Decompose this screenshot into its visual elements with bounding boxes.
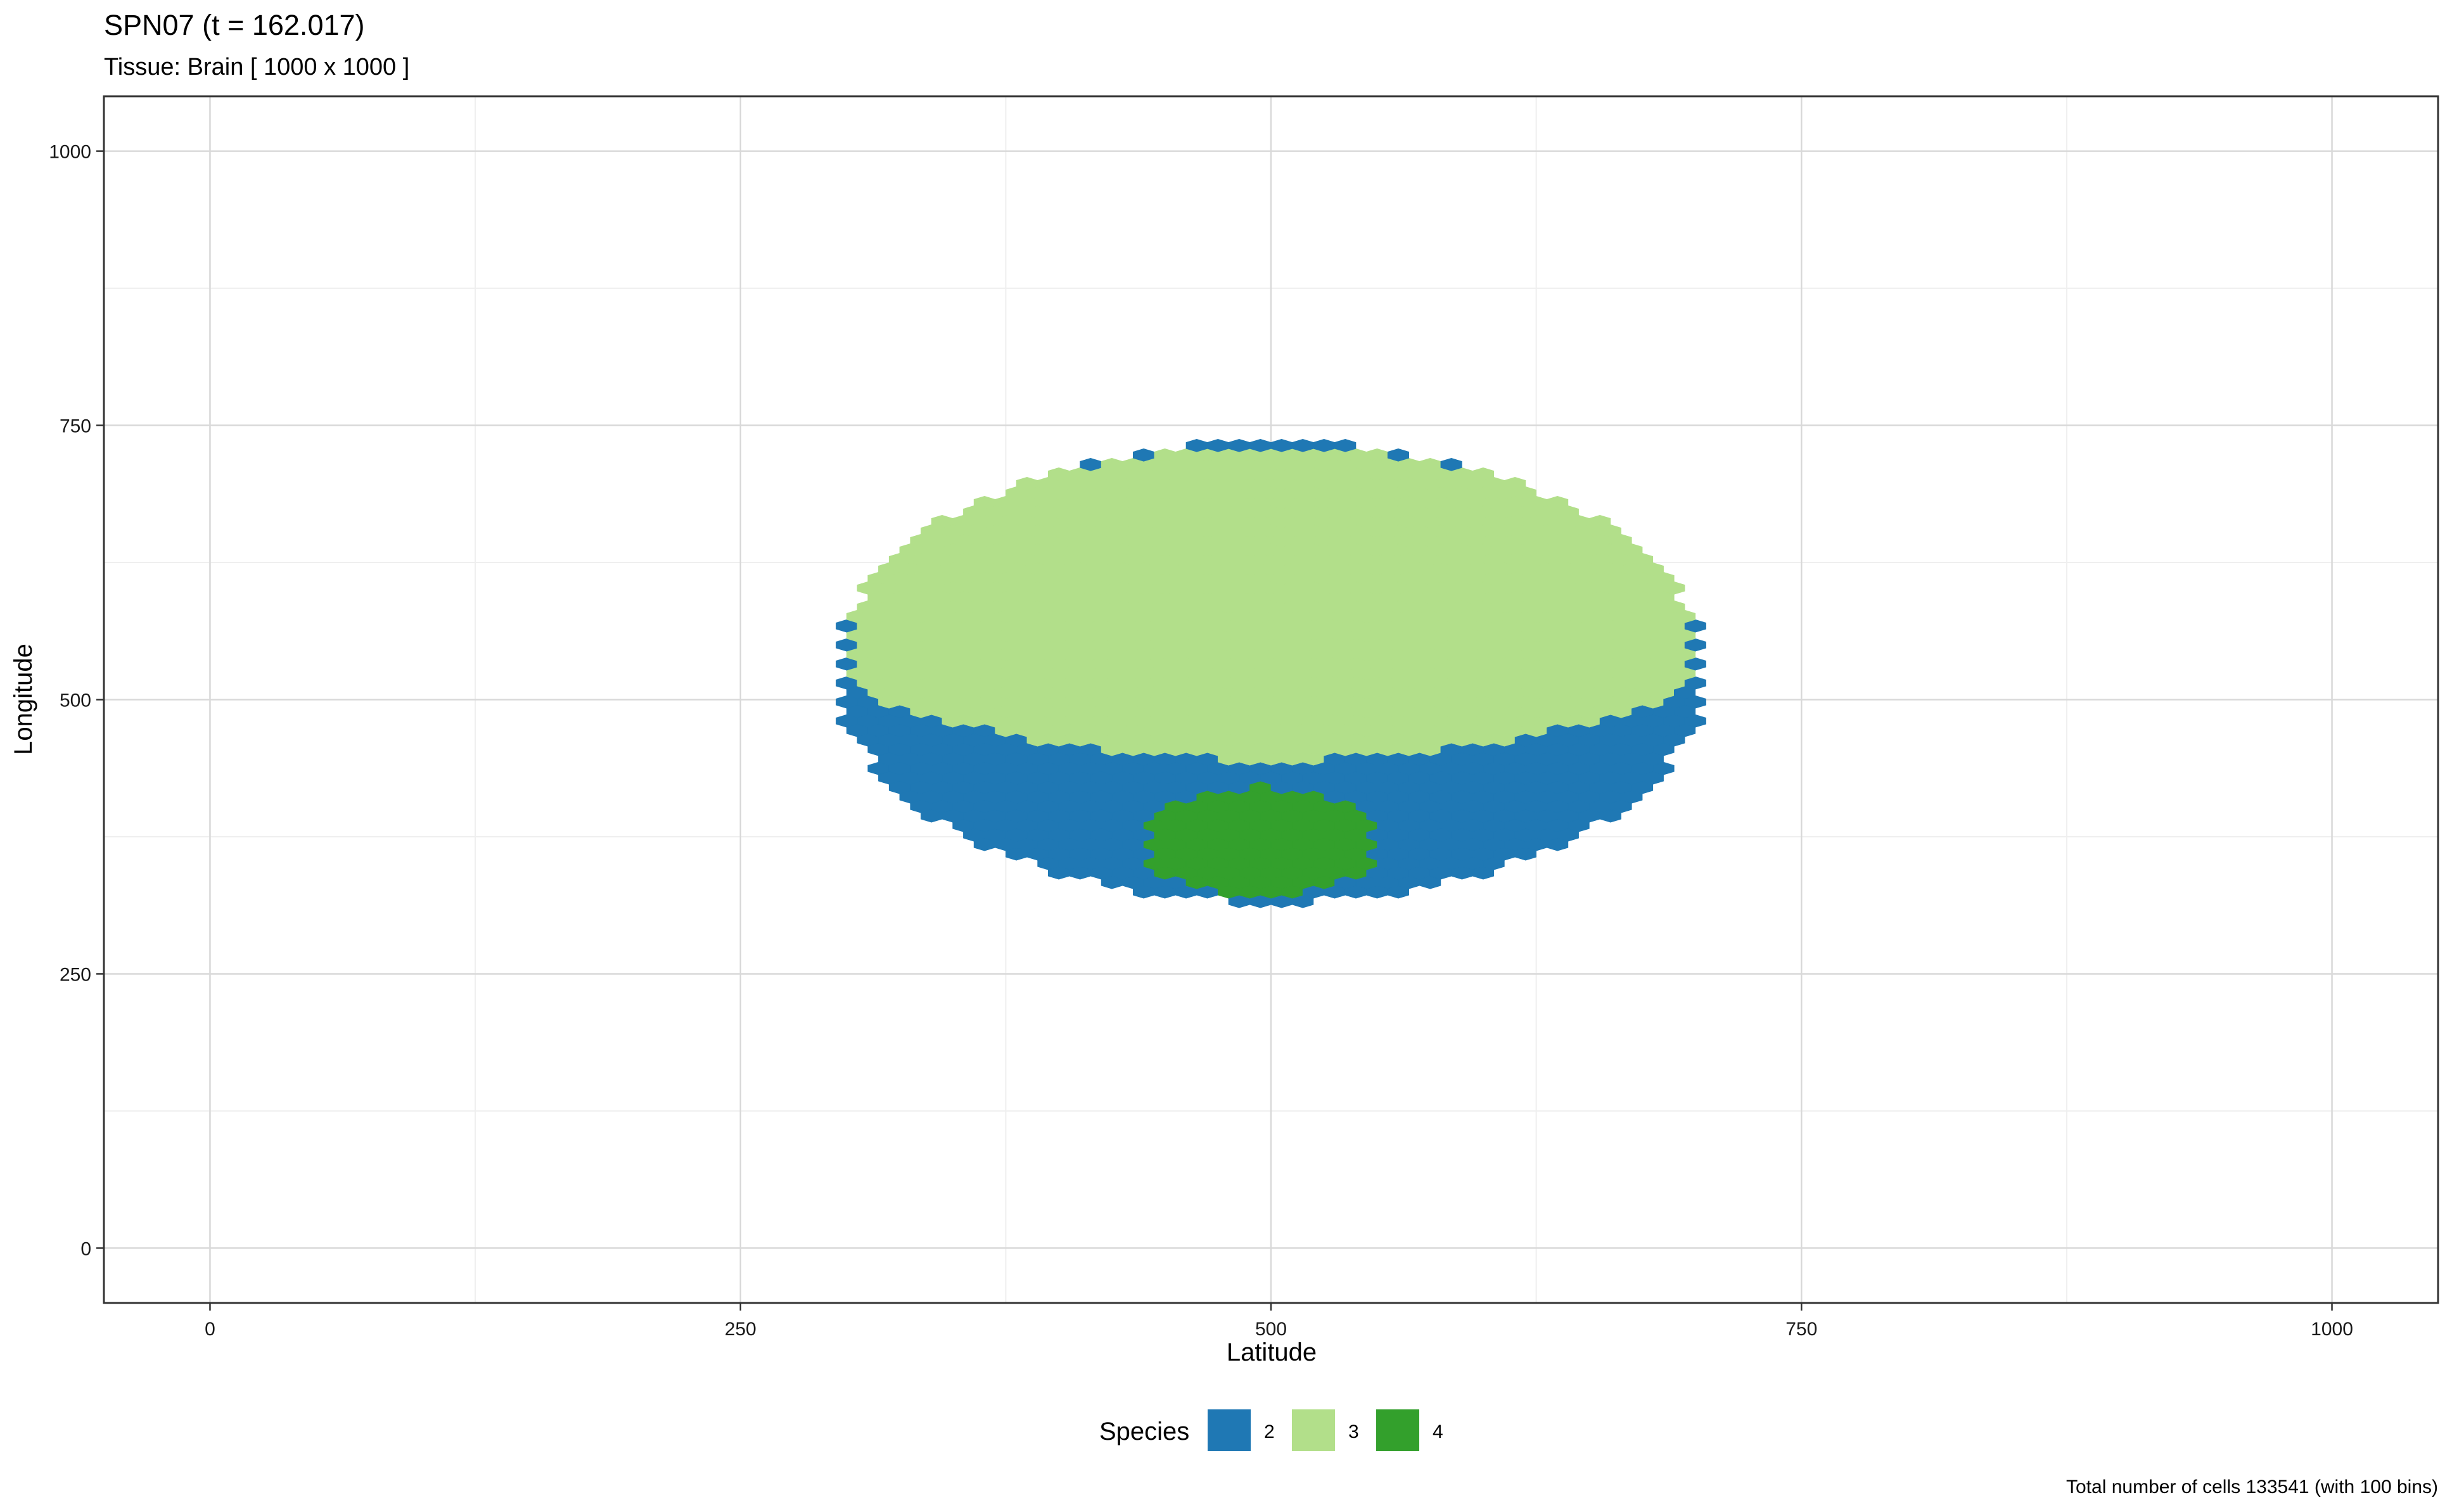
y-tick-label: 1000 [49, 142, 91, 163]
y-tick-label: 750 [60, 416, 91, 437]
hexbin-cell [1589, 514, 1611, 528]
hexbin-layer [836, 438, 1706, 908]
legend-key-2 [1208, 1409, 1251, 1451]
y-tick-label: 250 [60, 964, 91, 985]
hexbin-cell [1504, 476, 1526, 490]
y-tick-label: 500 [60, 690, 91, 711]
x-tick-label: 250 [725, 1319, 757, 1340]
hexbin-cell [1387, 448, 1409, 462]
chart-subtitle: Tissue: Brain [ 1000 x 1000 ] [104, 54, 409, 80]
legend-label-2: 2 [1264, 1421, 1275, 1442]
x-tick-label: 750 [1785, 1319, 1817, 1340]
legend-label-3: 3 [1348, 1421, 1359, 1442]
legend-key-3 [1292, 1409, 1335, 1451]
axes: 0 250 500 750 1000 0 250 500 750 1000 [49, 142, 2353, 1340]
x-tick-label: 1000 [2311, 1319, 2353, 1340]
legend: Species 2 3 4 [1099, 1409, 1443, 1451]
x-tick-label: 0 [205, 1319, 215, 1340]
chart-title: SPN07 (t = 162.017) [104, 9, 365, 41]
x-axis-title: Latitude [1227, 1338, 1317, 1366]
legend-label-4: 4 [1433, 1421, 1443, 1442]
y-axis-title: Longitude [10, 644, 37, 755]
caption: Total number of cells 133541 (with 100 b… [2066, 1477, 2438, 1497]
hexbin-cell [1472, 467, 1494, 481]
hexbin-cell [1440, 457, 1462, 471]
legend-key-4 [1376, 1409, 1419, 1451]
x-tick-label: 500 [1255, 1319, 1287, 1340]
y-tick-label: 0 [80, 1238, 91, 1259]
hexbin-cell [1547, 495, 1569, 509]
hexbin-cell [1334, 438, 1357, 452]
legend-title: Species [1099, 1418, 1189, 1445]
